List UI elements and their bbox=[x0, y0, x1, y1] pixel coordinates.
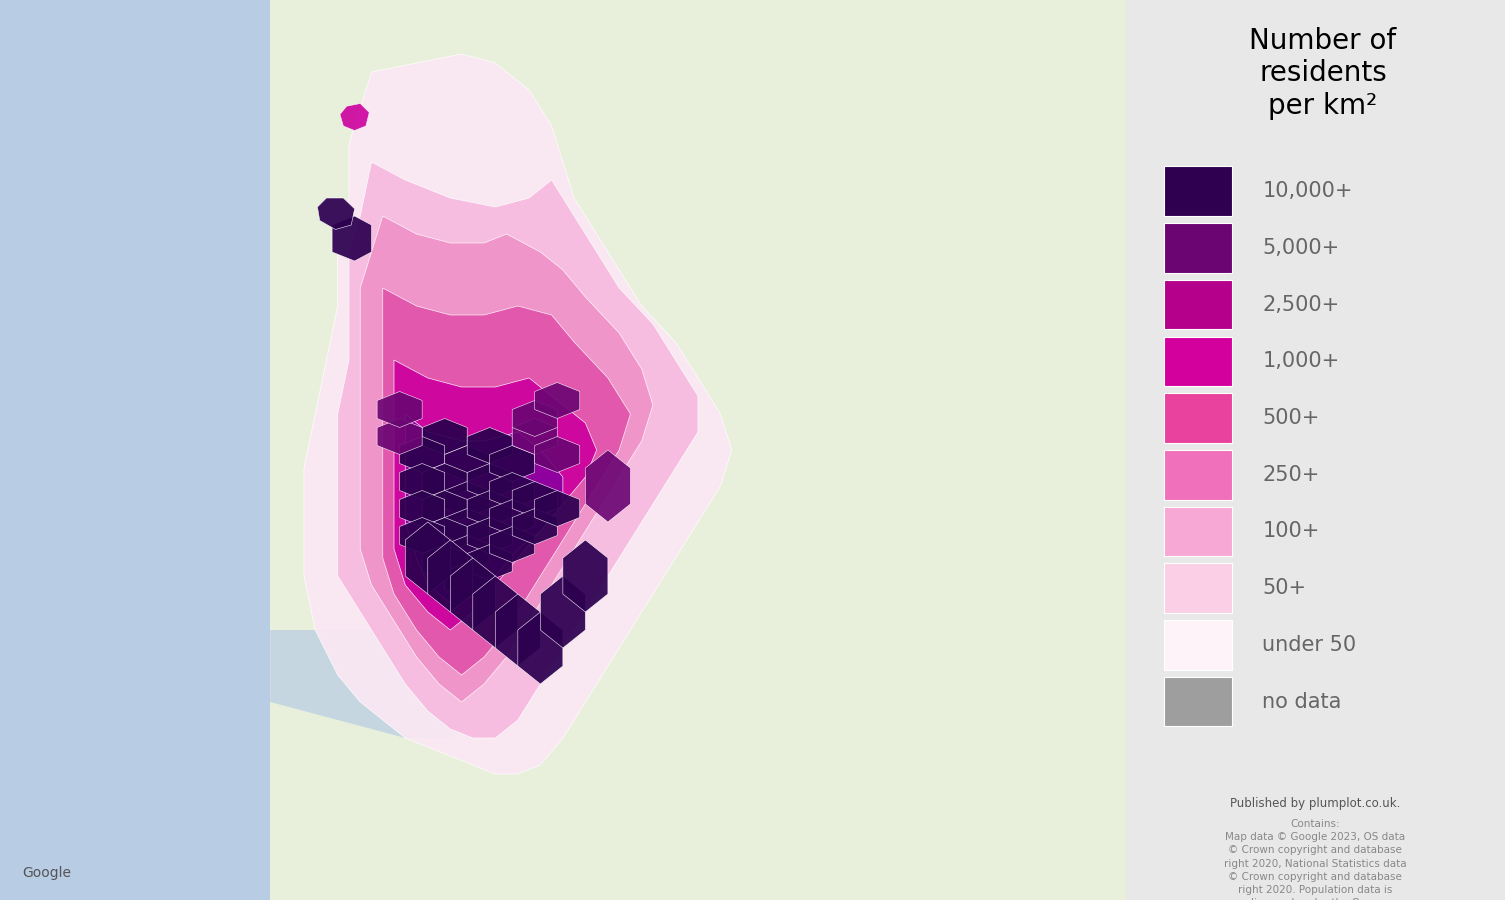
Polygon shape bbox=[467, 428, 512, 464]
Polygon shape bbox=[489, 500, 534, 536]
Bar bbox=[1163, 620, 1233, 670]
Bar bbox=[271, 0, 1126, 900]
Text: 500+: 500+ bbox=[1263, 408, 1320, 428]
Polygon shape bbox=[489, 446, 534, 482]
Text: 100+: 100+ bbox=[1263, 521, 1320, 542]
Bar bbox=[1163, 166, 1233, 216]
Polygon shape bbox=[512, 418, 557, 454]
Polygon shape bbox=[400, 436, 444, 472]
Bar bbox=[1163, 563, 1233, 613]
Polygon shape bbox=[394, 360, 596, 630]
Polygon shape bbox=[534, 491, 579, 526]
Polygon shape bbox=[518, 612, 563, 684]
Text: Google: Google bbox=[23, 866, 72, 880]
Polygon shape bbox=[512, 508, 557, 544]
Polygon shape bbox=[360, 216, 653, 702]
Text: Number of
residents
per km²: Number of residents per km² bbox=[1249, 27, 1397, 120]
Polygon shape bbox=[467, 544, 512, 580]
Polygon shape bbox=[378, 392, 421, 428]
Polygon shape bbox=[400, 464, 444, 500]
Polygon shape bbox=[421, 491, 467, 526]
Polygon shape bbox=[340, 104, 369, 130]
Polygon shape bbox=[427, 540, 473, 612]
Bar bbox=[1163, 450, 1233, 500]
Polygon shape bbox=[444, 446, 489, 482]
Polygon shape bbox=[585, 450, 631, 522]
Polygon shape bbox=[421, 544, 467, 580]
Text: 10,000+: 10,000+ bbox=[1263, 181, 1353, 202]
Polygon shape bbox=[444, 562, 489, 598]
Polygon shape bbox=[473, 576, 518, 648]
Text: 2,500+: 2,500+ bbox=[1263, 294, 1339, 315]
Polygon shape bbox=[421, 464, 467, 500]
Bar bbox=[1163, 507, 1233, 556]
Text: 50+: 50+ bbox=[1263, 578, 1306, 599]
Polygon shape bbox=[534, 436, 579, 472]
Polygon shape bbox=[444, 482, 489, 517]
Polygon shape bbox=[405, 414, 563, 603]
Polygon shape bbox=[333, 216, 372, 261]
Polygon shape bbox=[421, 518, 467, 554]
Polygon shape bbox=[444, 536, 489, 572]
Bar bbox=[1163, 677, 1233, 726]
Polygon shape bbox=[382, 288, 631, 675]
Polygon shape bbox=[450, 558, 495, 630]
Polygon shape bbox=[534, 382, 579, 418]
Text: 1,000+: 1,000+ bbox=[1263, 351, 1339, 372]
Polygon shape bbox=[400, 518, 444, 554]
Polygon shape bbox=[512, 482, 557, 517]
Polygon shape bbox=[563, 540, 608, 612]
Text: under 50: under 50 bbox=[1263, 634, 1356, 655]
Polygon shape bbox=[318, 198, 355, 230]
Bar bbox=[1163, 337, 1233, 386]
Text: 250+: 250+ bbox=[1263, 464, 1320, 485]
Polygon shape bbox=[405, 522, 450, 594]
Polygon shape bbox=[495, 594, 540, 666]
Polygon shape bbox=[378, 418, 421, 454]
Polygon shape bbox=[467, 518, 512, 554]
Polygon shape bbox=[489, 472, 534, 508]
Polygon shape bbox=[540, 576, 585, 648]
Polygon shape bbox=[444, 508, 489, 544]
Polygon shape bbox=[400, 491, 444, 526]
Polygon shape bbox=[467, 491, 512, 526]
Polygon shape bbox=[271, 630, 518, 738]
Polygon shape bbox=[337, 162, 698, 738]
Text: Published by plumplot.co.uk.: Published by plumplot.co.uk. bbox=[1230, 796, 1401, 809]
Text: 5,000+: 5,000+ bbox=[1263, 238, 1339, 258]
Bar bbox=[1163, 393, 1233, 443]
Text: Contains:
Map data © Google 2023, OS data
© Crown copyright and database
right 2: Contains: Map data © Google 2023, OS dat… bbox=[1224, 819, 1407, 900]
Bar bbox=[1163, 223, 1233, 273]
Polygon shape bbox=[467, 464, 512, 500]
Bar bbox=[1163, 280, 1233, 329]
Bar bbox=[0, 0, 271, 900]
Text: no data: no data bbox=[1263, 691, 1341, 712]
Polygon shape bbox=[304, 54, 731, 774]
Polygon shape bbox=[421, 418, 467, 454]
Polygon shape bbox=[489, 526, 534, 562]
Polygon shape bbox=[512, 400, 557, 436]
